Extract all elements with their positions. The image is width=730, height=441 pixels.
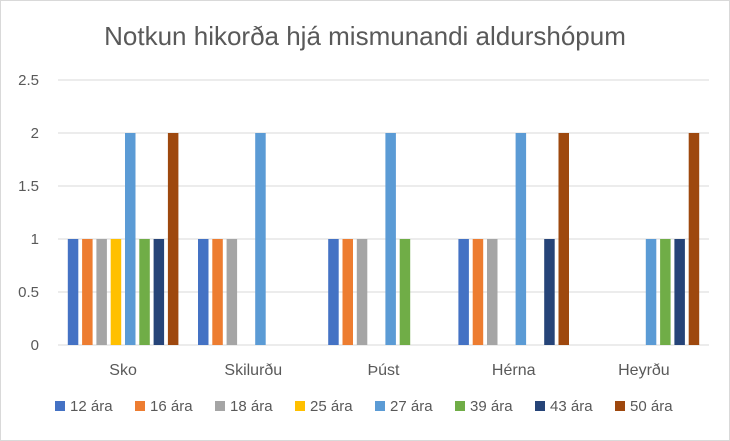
bar bbox=[255, 133, 266, 345]
legend-label: 25 ára bbox=[310, 398, 353, 415]
bar bbox=[558, 133, 569, 345]
bar bbox=[399, 239, 411, 345]
y-tick-label: 1.5 bbox=[18, 178, 39, 195]
legend-label: 39 ára bbox=[470, 398, 513, 415]
bar bbox=[167, 133, 179, 345]
y-tick-label: 0 bbox=[31, 337, 39, 354]
bar bbox=[96, 239, 107, 345]
legend-label: 27 ára bbox=[390, 398, 433, 415]
bar bbox=[153, 239, 165, 345]
bar bbox=[645, 239, 657, 345]
legend-swatch bbox=[295, 401, 305, 411]
bar bbox=[82, 239, 93, 345]
bar bbox=[544, 239, 555, 345]
legend-swatch bbox=[55, 401, 65, 411]
bar bbox=[356, 239, 368, 345]
y-tick-label: 2.5 bbox=[18, 72, 39, 89]
bar bbox=[342, 239, 353, 345]
bar bbox=[458, 239, 469, 345]
x-category-label: Skilurðu bbox=[224, 362, 282, 379]
bar bbox=[487, 239, 498, 345]
x-category-label: Hérna bbox=[492, 362, 536, 379]
bar bbox=[674, 239, 685, 345]
legend-swatch bbox=[135, 401, 145, 411]
legend-label: 43 ára bbox=[550, 398, 593, 415]
bar bbox=[226, 239, 238, 345]
legend-label: 12 ára bbox=[70, 398, 113, 415]
chart-title: Notkun hikorða hjá mismunandi aldurshópu… bbox=[104, 21, 626, 51]
legend-label: 50 ára bbox=[630, 398, 673, 415]
y-tick-label: 1 bbox=[31, 231, 39, 248]
legend-swatch bbox=[375, 401, 385, 411]
legend-swatch bbox=[615, 401, 625, 411]
legend-swatch bbox=[215, 401, 225, 411]
bar bbox=[125, 133, 136, 345]
x-category-label: Heyrðu bbox=[618, 362, 670, 379]
bar bbox=[198, 239, 209, 345]
legend-swatch bbox=[535, 401, 545, 411]
bar bbox=[212, 239, 223, 345]
bar bbox=[472, 239, 484, 345]
bar bbox=[515, 133, 527, 345]
y-tick-label: 0.5 bbox=[18, 284, 39, 301]
bar bbox=[67, 239, 79, 345]
y-tick-label: 2 bbox=[31, 125, 39, 142]
bar bbox=[139, 239, 150, 345]
bar bbox=[660, 239, 671, 345]
legend-swatch bbox=[455, 401, 465, 411]
bar bbox=[110, 239, 122, 345]
x-category-label: Sko bbox=[109, 362, 137, 379]
x-category-label: Þúst bbox=[367, 362, 400, 379]
bar bbox=[385, 133, 396, 345]
bar bbox=[328, 239, 339, 345]
bar bbox=[688, 133, 700, 345]
legend-label: 16 ára bbox=[150, 398, 193, 415]
legend-label: 18 ára bbox=[230, 398, 273, 415]
